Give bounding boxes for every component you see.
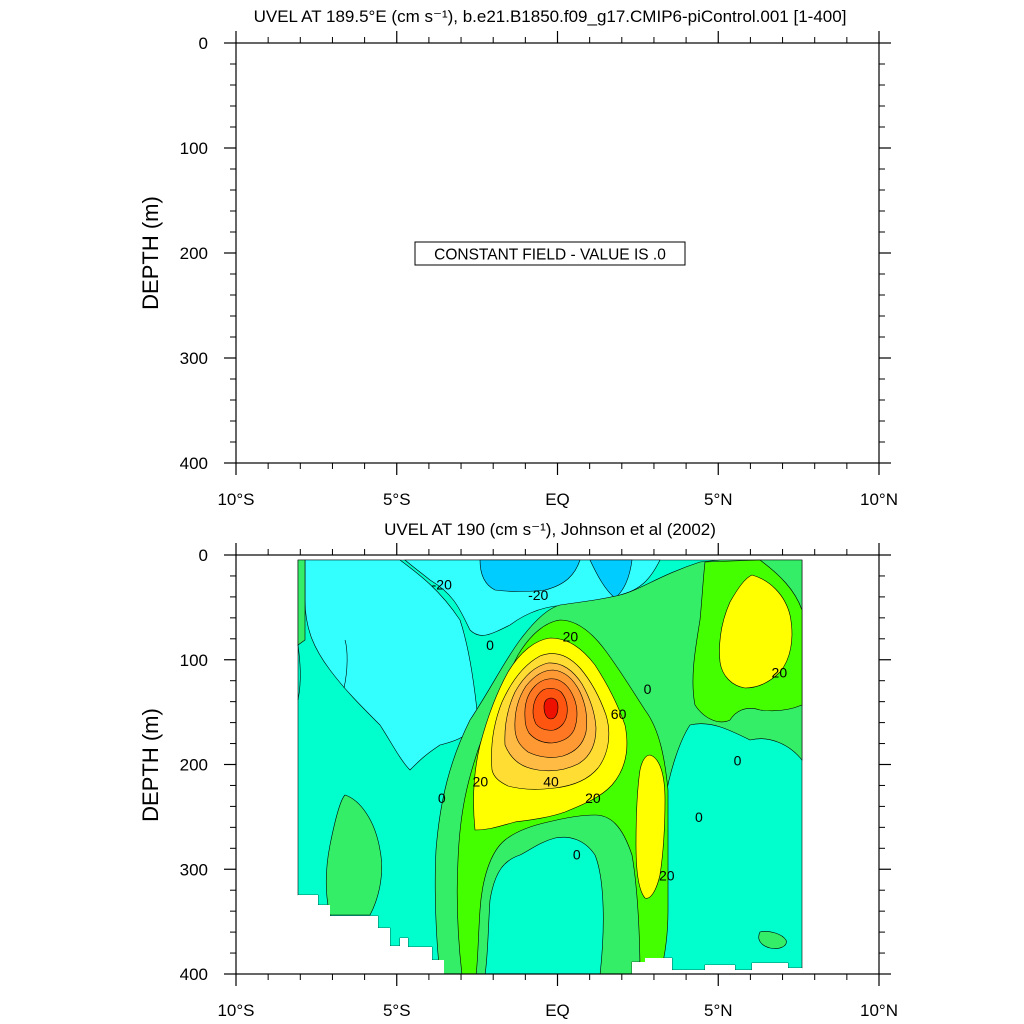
contour-line-west-neg10	[343, 639, 348, 689]
contour-labels: -20 -20 20 0 0 20 0 60 20 40 20 0 0 0 20	[432, 576, 788, 883]
top-x-tick-label: 10°N	[860, 490, 898, 509]
contour-band-0-10-sw	[325, 794, 382, 916]
missing-data-mask-se	[632, 958, 802, 975]
bottom-y-tick-labels: 0 100 200 300 400	[180, 546, 208, 984]
top-y-tick-label: 100	[180, 139, 208, 158]
top-axis-ticks	[224, 31, 891, 475]
bottom-y-tick-label: 200	[180, 756, 208, 775]
bottom-x-tick-label: 10°S	[217, 1001, 254, 1020]
bottom-x-tick-label: EQ	[545, 1001, 570, 1020]
top-x-tick-label: EQ	[545, 490, 570, 509]
contour-band-20-30-east	[719, 574, 793, 689]
top-x-tick-label: 5°N	[704, 490, 733, 509]
bottom-x-tick-label: 5°S	[383, 1001, 411, 1020]
contour-label: 20	[585, 790, 601, 806]
contour-band-neg20-neg10	[304, 559, 479, 771]
top-y-tick-label: 0	[199, 34, 208, 53]
top-chart-title: UVEL AT 189.5°E (cm s⁻¹), b.e21.B1850.f0…	[254, 7, 847, 26]
contour-band-0-10-se	[758, 931, 787, 949]
contour-line-west-0	[297, 644, 301, 701]
bottom-y-tick-label: 100	[180, 651, 208, 670]
contour-band-core-max	[543, 697, 559, 720]
contour-label: 20	[659, 868, 675, 884]
bottom-panel: UVEL AT 190 (cm s⁻¹), Johnson et al (200…	[138, 520, 898, 1020]
contour-label: 0	[438, 790, 446, 806]
top-x-tick-label: 10°S	[217, 490, 254, 509]
top-y-tick-label: 200	[180, 244, 208, 263]
constant-field-box: CONSTANT FIELD - VALUE IS .0	[414, 241, 686, 266]
contour-band-0-10-west	[297, 559, 306, 646]
contour-label: -20	[528, 587, 548, 603]
bottom-y-axis-label: DEPTH (m)	[138, 708, 163, 822]
bottom-chart-title: UVEL AT 190 (cm s⁻¹), Johnson et al (200…	[384, 520, 716, 539]
top-y-tick-labels: 0 100 200 300 400	[180, 34, 208, 473]
top-x-tick-label: 5°S	[383, 490, 411, 509]
contour-label: 0	[734, 752, 742, 768]
bottom-axis-ticks	[224, 543, 891, 986]
bottom-y-tick-label: 300	[180, 860, 208, 879]
contour-label: 0	[573, 847, 581, 863]
contour-label: 40	[543, 773, 559, 789]
bottom-x-tick-label: 10°N	[860, 1001, 898, 1020]
bottom-x-tick-label: 5°N	[704, 1001, 733, 1020]
missing-data-mask	[298, 895, 444, 975]
contour-label: 20	[772, 664, 788, 680]
top-y-tick-label: 400	[180, 454, 208, 473]
contour-label: 0	[486, 637, 494, 653]
top-y-axis-label: DEPTH (m)	[138, 196, 163, 310]
contour-band-lt-neg20-a	[479, 559, 581, 592]
top-y-tick-label: 300	[180, 349, 208, 368]
contour-label: 0	[644, 681, 652, 697]
contour-label: 20	[563, 629, 579, 645]
contour-label: 60	[611, 706, 627, 722]
bottom-y-tick-label: 400	[180, 965, 208, 984]
contour-band-20-30-south	[635, 754, 666, 899]
contour-label: 0	[695, 809, 703, 825]
contour-label: 20	[473, 773, 489, 789]
top-panel: UVEL AT 189.5°E (cm s⁻¹), b.e21.B1850.f0…	[138, 7, 898, 509]
bottom-x-tick-labels: 10°S 5°S EQ 5°N 10°N	[217, 1001, 898, 1020]
contour-label: -20	[432, 576, 452, 592]
contour-fill-area	[297, 559, 803, 974]
constant-field-text: CONSTANT FIELD - VALUE IS .0	[434, 247, 666, 264]
bottom-y-tick-label: 0	[199, 546, 208, 565]
top-x-tick-labels: 10°S 5°S EQ 5°N 10°N	[217, 490, 898, 509]
